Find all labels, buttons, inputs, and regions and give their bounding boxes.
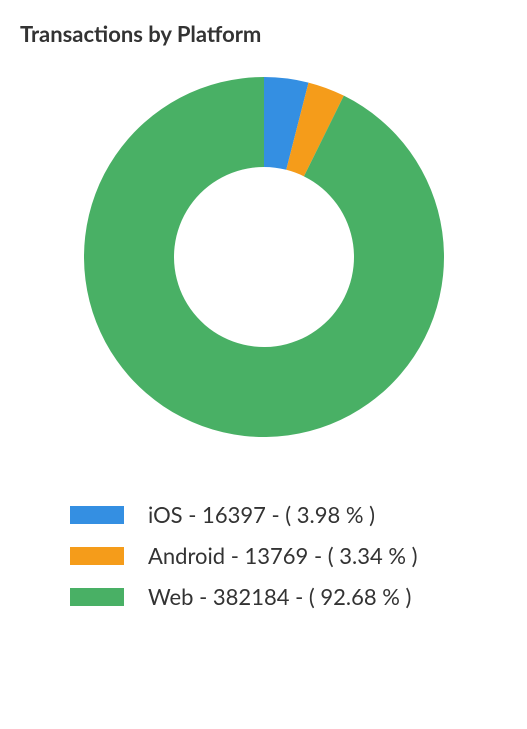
legend-swatch-web <box>70 588 124 606</box>
legend-swatch-android <box>70 547 124 565</box>
donut-chart-container <box>20 67 507 477</box>
legend-item-android[interactable]: Android - 13769 - ( 3.34 % ) <box>70 542 477 569</box>
transactions-by-platform-card: Transactions by Platform iOS - 16397 - (… <box>20 20 507 634</box>
legend-swatch-ios <box>70 506 124 524</box>
chart-title: Transactions by Platform <box>20 20 507 47</box>
legend-item-web[interactable]: Web - 382184 - ( 92.68 % ) <box>70 583 477 610</box>
legend-item-ios[interactable]: iOS - 16397 - ( 3.98 % ) <box>70 501 477 528</box>
legend-label-ios: iOS - 16397 - ( 3.98 % ) <box>148 501 375 528</box>
chart-legend: iOS - 16397 - ( 3.98 % ) Android - 13769 … <box>20 477 507 634</box>
legend-label-android: Android - 13769 - ( 3.34 % ) <box>148 542 418 569</box>
donut-chart <box>84 77 444 437</box>
legend-label-web: Web - 382184 - ( 92.68 % ) <box>148 583 411 610</box>
